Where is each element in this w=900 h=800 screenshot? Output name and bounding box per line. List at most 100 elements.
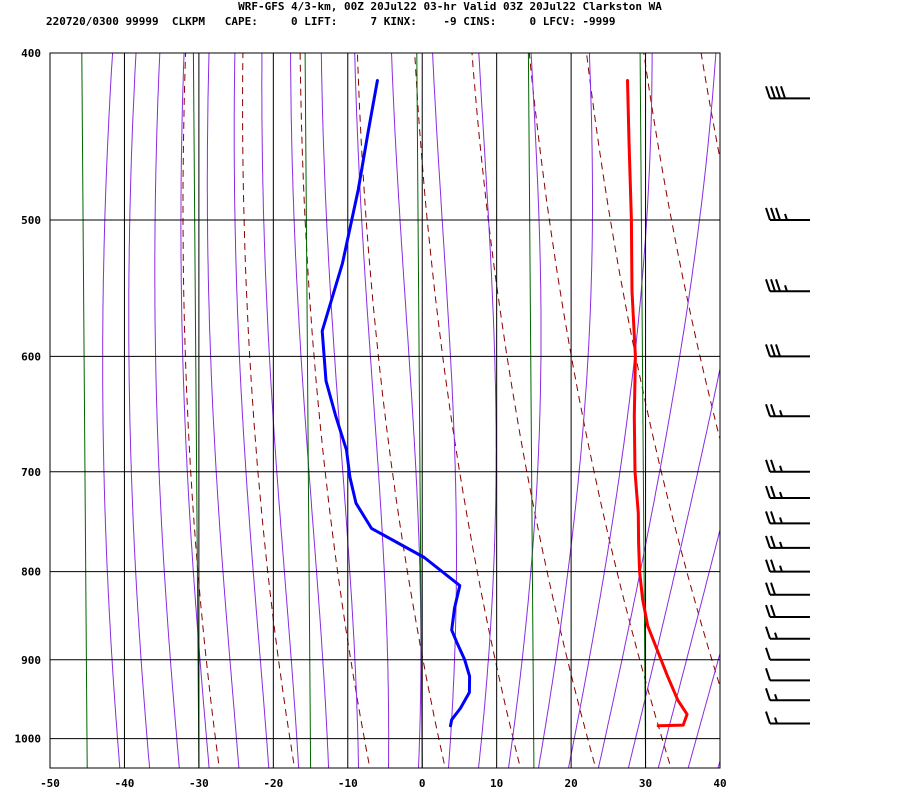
barb-feather [765, 667, 771, 681]
x-tick-label: 10 [490, 777, 503, 790]
barb-feather [765, 207, 771, 221]
wind-barb [765, 647, 810, 661]
x-tick-label: -50 [40, 777, 60, 790]
moist-adiabat [233, 53, 270, 768]
barb-half-feather [784, 213, 788, 221]
moist-adiabat [687, 651, 720, 768]
dry-adiabat [643, 53, 720, 442]
mixing-ratio-line [81, 53, 88, 768]
x-tick-label: -20 [263, 777, 283, 790]
barb-feather [765, 86, 771, 99]
dry-adiabat [242, 53, 296, 768]
barb-feather [770, 207, 776, 221]
y-tick-label: 600 [21, 350, 41, 363]
wind-barb [765, 459, 810, 473]
x-tick-label: 40 [713, 777, 726, 790]
temperature-line [626, 79, 689, 728]
x-tick-label: 20 [564, 777, 577, 790]
wind-barb [765, 344, 810, 358]
barb-feather [780, 86, 786, 99]
barb-half-feather [779, 491, 783, 499]
dry-adiabat [755, 34, 900, 775]
wind-barb [765, 626, 810, 640]
barb-feather [770, 582, 776, 596]
x-tick-label: 0 [419, 777, 426, 790]
x-tick-labels: -50 -40 -30 -20 -10 0 10 20 30 40 [40, 777, 727, 790]
barb-feather [770, 278, 776, 292]
wind-barb [765, 604, 810, 619]
barb-feather [775, 278, 781, 292]
sounding-profiles [320, 79, 689, 728]
x-tick-label: -30 [189, 777, 209, 790]
x-tick-label: -10 [338, 777, 358, 790]
dry-adiabat [356, 53, 446, 768]
mixing-ratio-line [639, 53, 647, 768]
barb-half-feather [774, 632, 778, 640]
background-lines [81, 34, 900, 775]
wind-barb [765, 667, 810, 682]
barb-feather [770, 459, 776, 473]
moist-adiabat [627, 366, 720, 768]
barb-feather [770, 604, 776, 618]
wind-barb [765, 582, 810, 596]
barb-feather [765, 687, 771, 701]
dewpoint-line [320, 79, 472, 728]
moist-adiabat [180, 53, 210, 768]
barb-feather [770, 485, 776, 499]
wind-barb [765, 403, 810, 418]
barb-half-feather [779, 465, 783, 473]
moist-adiabat [567, 53, 653, 768]
plot-frame [49, 52, 721, 769]
y-tick-label: 1000 [15, 733, 42, 746]
barb-feather [775, 207, 781, 221]
barb-feather [765, 344, 771, 357]
wind-barbs [765, 86, 810, 725]
barb-feather [770, 403, 776, 417]
wind-barb [765, 207, 810, 221]
wind-barb [765, 559, 810, 573]
moist-adiabat [128, 53, 151, 768]
dry-adiabat [299, 53, 371, 768]
barb-half-feather [779, 517, 783, 524]
y-tick-labels: 400 500 600 700 800 900 1000 [15, 47, 42, 746]
chart-title: WRF-GFS 4/3-km, 00Z 20Jul22 03-hr Valid … [238, 0, 662, 13]
dry-adiabat [585, 53, 720, 688]
moist-adiabat [537, 53, 593, 768]
barb-feather [765, 559, 771, 572]
dry-adiabat [471, 53, 597, 768]
dry-adiabat [182, 53, 220, 768]
mixing-ratio-line [304, 53, 312, 768]
barb-half-feather [774, 693, 778, 701]
barb-feather [770, 344, 776, 357]
barb-half-feather [784, 284, 788, 292]
barb-feather [765, 711, 771, 724]
moist-adiabat [507, 53, 542, 768]
dry-adiabat [528, 53, 672, 768]
barb-half-feather [774, 717, 778, 724]
mixing-ratio-line [416, 53, 423, 768]
grid [49, 52, 721, 768]
moist-adiabat [154, 53, 180, 768]
barb-half-feather [779, 565, 783, 572]
moist-adiabat [390, 53, 422, 768]
moist-adiabat [597, 53, 717, 768]
mixing-ratio-line [527, 53, 535, 768]
barb-feather [765, 535, 771, 549]
wind-barb [765, 511, 810, 525]
wind-barb [765, 485, 810, 500]
barb-feather [770, 511, 776, 524]
y-tick-label: 500 [21, 214, 41, 227]
dry-adiabat [700, 53, 720, 162]
moist-adiabat [432, 53, 457, 768]
moist-adiabat [717, 759, 720, 768]
barb-feather [765, 582, 771, 596]
barb-feather [775, 86, 781, 99]
wind-barb [765, 278, 810, 293]
y-tick-label: 900 [21, 654, 41, 667]
moist-adiabat [261, 53, 300, 768]
moist-adiabat [102, 53, 121, 768]
dry-adiabat [812, 34, 900, 775]
barb-feather [765, 604, 771, 618]
barb-feather [765, 278, 771, 292]
